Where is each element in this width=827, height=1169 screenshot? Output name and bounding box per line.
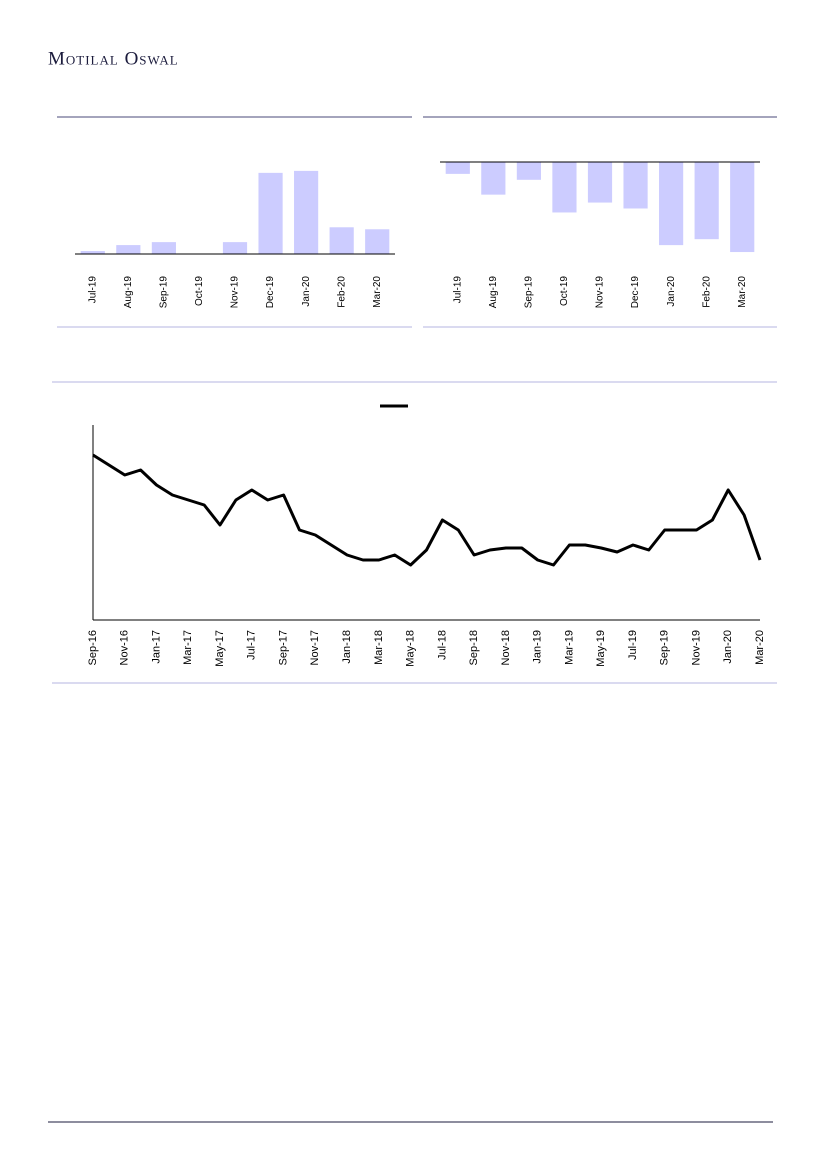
x-tick-label: Jan-18 [341,630,353,664]
bar [516,162,541,180]
x-tick-label: May-17 [214,630,226,667]
bar [258,172,283,254]
x-tick-label: Mar-20 [737,276,748,308]
x-tick-label: Jan-20 [722,630,734,664]
x-tick-label: Dec-19 [630,276,641,309]
bar [659,162,684,246]
x-tick-label: Feb-20 [701,276,712,308]
bar [552,162,577,213]
x-tick-label: Oct-19 [559,276,570,306]
x-tick-label: Jan-20 [301,276,312,307]
line-series [92,453,762,567]
x-tick-label: Jul-19 [627,630,639,660]
brand: Motilal Oswal [48,48,179,69]
bar [222,242,248,254]
x-tick-label: Sep-19 [159,276,170,309]
x-tick-label: Mar-17 [182,630,194,665]
x-tick-label: Nov-19 [690,630,702,665]
x-tick-label: Jan-20 [666,276,677,307]
x-tick-label: Aug-19 [488,276,499,309]
bar [151,242,176,254]
x-tick-label: Sep-19 [659,630,671,665]
x-tick-label: Mar-20 [372,276,383,308]
x-tick-label: Dec-19 [265,276,276,309]
x-tick-label: Jul-17 [246,630,258,660]
x-tick-label: Sep-18 [468,630,480,665]
bar [329,227,354,254]
x-tick-label: Nov-19 [230,276,241,309]
bar [481,162,506,195]
x-tick-label: Aug-19 [123,276,134,309]
x-tick-label: Mar-19 [563,630,575,665]
x-tick-label: Sep-17 [277,630,289,665]
x-tick-label: Sep-16 [87,630,99,665]
x-tick-label: May-18 [405,630,417,667]
x-tick-label: Mar-20 [754,630,766,665]
bar [587,162,613,203]
x-tick-label: May-19 [595,630,607,667]
x-tick-label: Nov-17 [309,630,321,665]
x-tick-label: Nov-18 [500,630,512,665]
x-tick-label: Nov-19 [595,276,606,309]
x-tick-label: Mar-18 [373,630,385,665]
x-tick-label: Jul-18 [436,630,448,660]
x-tick-label: Jul-19 [452,276,463,304]
x-tick-label: Oct-19 [194,276,205,306]
bar [294,170,319,254]
bar [445,162,470,174]
bar [730,162,755,253]
x-tick-label: Sep-19 [524,276,535,309]
x-tick-label: Nov-16 [119,630,131,665]
x-tick-label: Jan-17 [150,630,162,664]
bar [623,162,648,209]
x-tick-label: Jul-19 [87,276,98,304]
x-tick-label: Jan-19 [532,630,544,664]
bar [80,251,105,254]
x-tick-label: Feb-20 [336,276,347,308]
bar [694,162,719,240]
bar [365,229,390,254]
bar [116,245,141,254]
